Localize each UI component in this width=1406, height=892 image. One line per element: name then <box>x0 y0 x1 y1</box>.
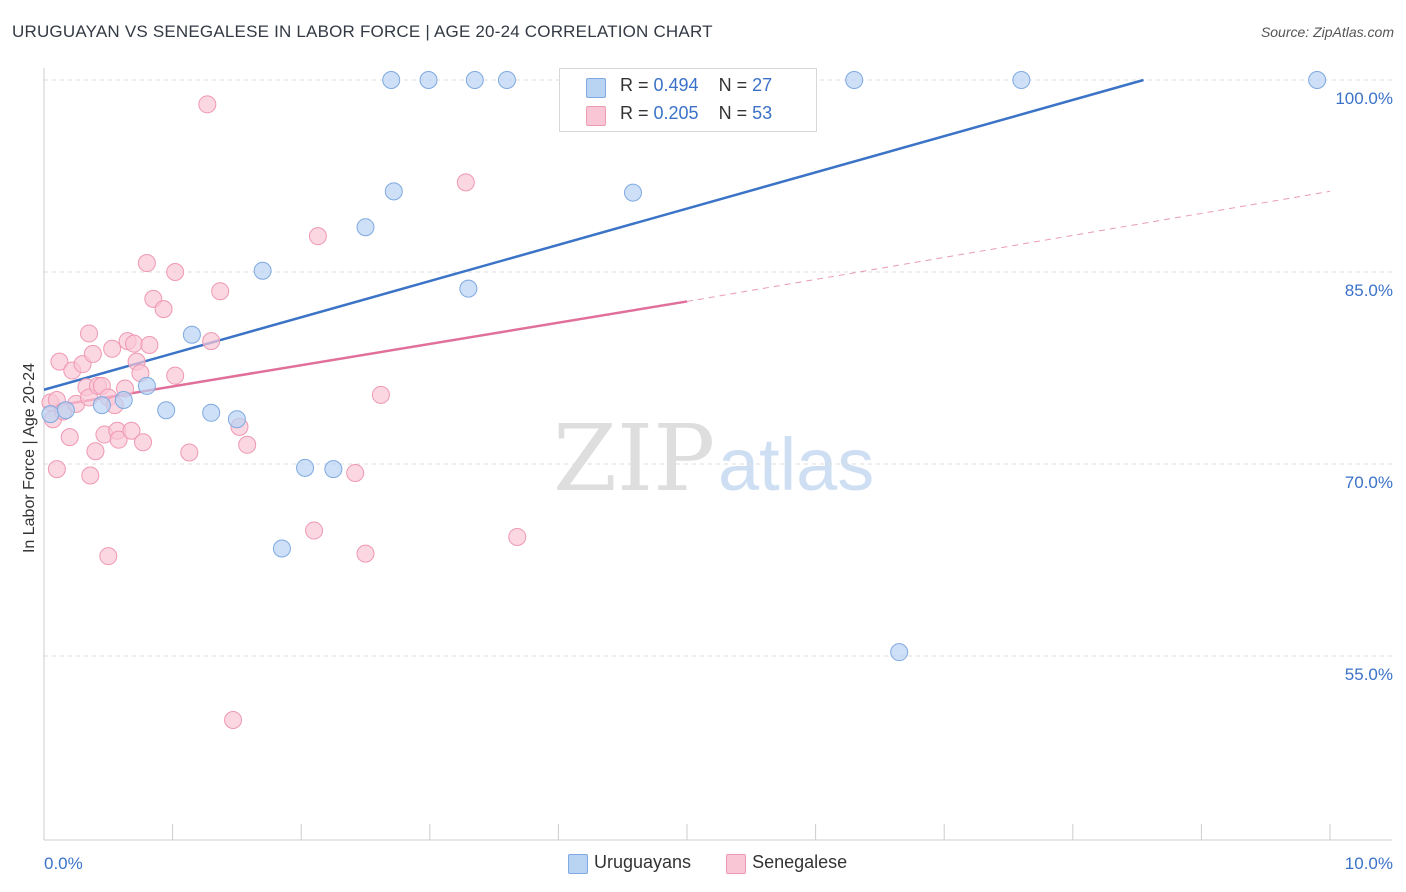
senegalese-point <box>166 366 185 385</box>
uruguayan-point <box>253 261 272 280</box>
senegalese-point <box>80 324 99 343</box>
uruguayan-point <box>497 71 516 89</box>
y-tick-label: 85.0% <box>1345 281 1393 300</box>
data-points <box>41 71 1327 729</box>
uruguayan-point <box>41 405 60 424</box>
chart-title: URUGUAYAN VS SENEGALESE IN LABOR FORCE |… <box>12 22 713 41</box>
uruguayan-point <box>324 460 343 479</box>
senegalese-point <box>154 300 173 319</box>
senegalese-point <box>308 227 327 246</box>
senegalese-swatch <box>586 106 606 126</box>
senegalese-point <box>202 332 221 351</box>
r-label: R = <box>620 103 654 123</box>
senegalese-point <box>508 527 527 546</box>
senegalese-point <box>81 466 100 485</box>
uruguayan-point <box>182 325 201 344</box>
legend-item-senegalese[interactable]: Senegalese <box>726 852 848 874</box>
legend-label-senegalese: Senegalese <box>752 852 848 872</box>
legend-item-uruguayans[interactable]: Uruguayans <box>568 852 692 874</box>
senegalese-point <box>224 711 243 729</box>
senegalese-point <box>83 344 102 363</box>
senegalese-point <box>346 463 365 482</box>
legend-label-uruguayans: Uruguayans <box>594 852 692 872</box>
senegalese-point <box>47 460 66 479</box>
senegalese-trend-extension <box>686 190 1331 302</box>
y-tick-label: 70.0% <box>1345 473 1393 492</box>
uruguayans-swatch <box>586 78 606 98</box>
uruguayan-point <box>92 396 111 415</box>
senegalese-point <box>99 547 118 566</box>
n-label: N = <box>718 75 753 95</box>
axes <box>43 68 1392 841</box>
senegalese-point <box>305 521 324 540</box>
uruguayan-point <box>1012 71 1031 89</box>
senegalese-point <box>456 173 475 192</box>
senegalese-point <box>238 435 257 454</box>
uruguayan-point <box>623 183 642 202</box>
r-value: 0.205 <box>653 103 699 123</box>
senegalese-point <box>60 428 79 447</box>
uruguayan-point <box>137 376 156 395</box>
senegalese-point <box>356 544 375 563</box>
uruguayan-point <box>227 410 246 429</box>
senegalese-point <box>166 263 185 281</box>
stats-legend: R = 0.494 N = 27 R = 0.205 N = 53 <box>559 68 817 132</box>
senegalese-point <box>125 334 144 353</box>
n-value: 27 <box>752 75 773 95</box>
x-tick-label: 10.0% <box>1345 854 1393 873</box>
uruguayan-point <box>1308 71 1327 89</box>
senegalese-point <box>198 95 217 114</box>
uruguayans-swatch <box>568 854 588 874</box>
uruguayan-point <box>384 182 403 201</box>
senegalese-point <box>211 282 230 301</box>
uruguayan-point <box>56 401 75 420</box>
y-tick-label: 100.0% <box>1335 89 1393 108</box>
source-credit: Source: ZipAtlas.com <box>1260 24 1394 40</box>
senegalese-swatch <box>726 854 747 874</box>
senegalese-point <box>103 339 122 358</box>
senegalese-point <box>109 430 128 449</box>
grid-lines <box>44 79 1392 657</box>
series-legend: Uruguayans Senegalese <box>568 852 877 874</box>
uruguayan-point <box>356 218 375 237</box>
uruguayan-point <box>157 401 176 420</box>
r-value: 0.494 <box>653 75 699 95</box>
senegalese-point <box>371 385 390 404</box>
uruguayan-point <box>272 539 291 558</box>
uruguayan-point <box>845 71 864 89</box>
senegalese-point <box>50 352 69 371</box>
senegalese-point <box>180 443 199 462</box>
r-label: R = <box>620 75 654 95</box>
uruguayan-point <box>114 391 133 409</box>
senegalese-point <box>137 254 156 273</box>
uruguayan-point <box>459 279 478 298</box>
uruguayan-point <box>202 403 221 422</box>
uruguayan-trend-line <box>43 78 1144 391</box>
senegalese-point <box>122 421 141 440</box>
uruguayan-point <box>890 643 909 662</box>
watermark: ZIP atlas <box>553 405 874 512</box>
senegalese-point <box>86 442 105 461</box>
uruguayan-point <box>465 71 484 89</box>
n-value: 53 <box>752 103 773 123</box>
n-label: N = <box>718 103 753 123</box>
tick-labels: 100.0% 85.0% 70.0% 55.0% 0.0% 10.0% <box>44 89 1393 873</box>
senegalese-point <box>134 433 153 452</box>
senegalese-point <box>140 335 159 354</box>
uruguayan-point <box>419 71 438 89</box>
uruguayan-point <box>382 71 401 89</box>
x-tick-label: 0.0% <box>44 854 83 873</box>
watermark-zip: ZIP <box>553 405 715 512</box>
uruguayan-point <box>296 458 315 477</box>
y-tick-label: 55.0% <box>1345 665 1393 684</box>
